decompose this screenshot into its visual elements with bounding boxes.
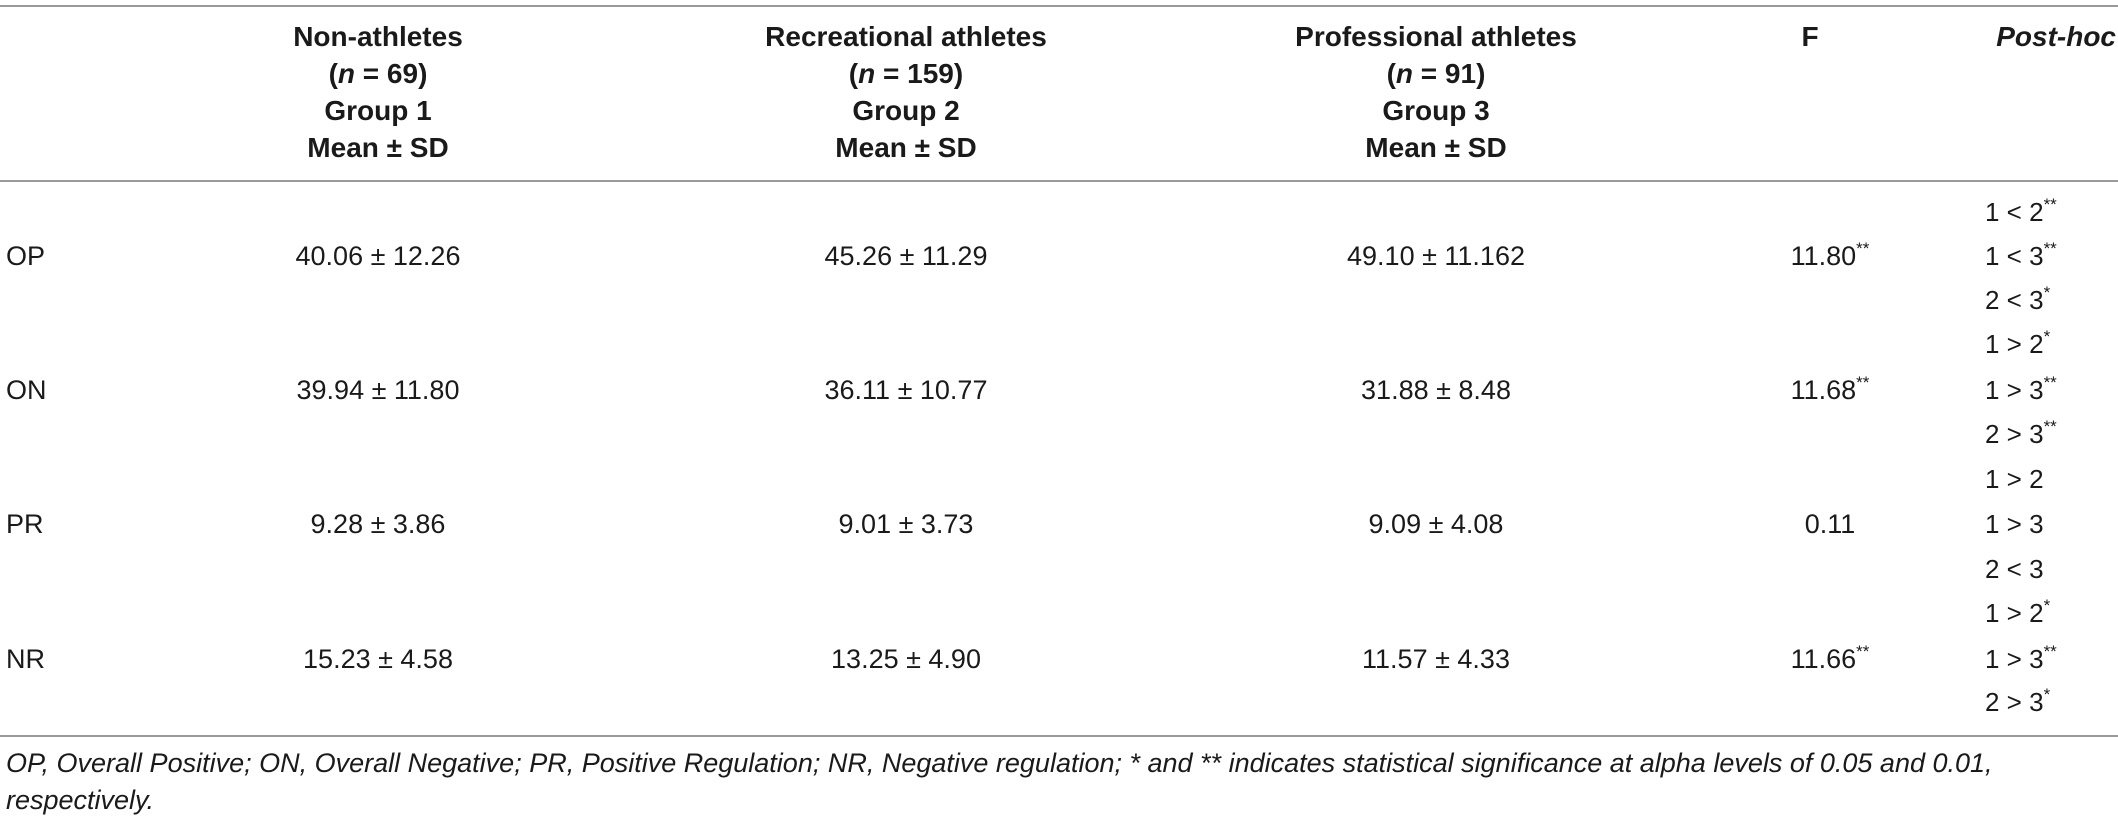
header-group-1-name: Non-athletes xyxy=(293,21,463,52)
header-group-2-name: Recreational athletes xyxy=(765,21,1047,52)
row-on-posthoc-1: 1 > 2* xyxy=(1985,327,2051,359)
header-group-1-stat: Mean ± SD xyxy=(307,132,449,163)
row-op-group-3: 49.10 ± 11.162 xyxy=(1347,241,1525,271)
table-header-rule xyxy=(0,180,2118,182)
row-op-group-2: 45.26 ± 11.29 xyxy=(824,241,988,271)
row-pr-group-2: 9.01 ± 3.73 xyxy=(838,509,974,539)
row-op-group-1: 40.06 ± 12.26 xyxy=(295,241,461,271)
row-nr-f: 11.66** xyxy=(1790,642,1870,674)
row-nr-posthoc-2: 1 > 3** xyxy=(1985,642,2057,674)
row-pr-group-3: 9.09 ± 4.08 xyxy=(1368,509,1504,539)
header-group-2-stat: Mean ± SD xyxy=(835,132,977,163)
row-on-group-3: 31.88 ± 8.48 xyxy=(1361,375,1511,405)
row-pr-posthoc-2: 1 > 3 xyxy=(1985,509,2044,539)
row-pr-posthoc-1: 1 > 2 xyxy=(1985,464,2044,494)
header-group-2-n: (n = 159) xyxy=(848,58,964,89)
row-pr-group-1: 9.28 ± 3.86 xyxy=(310,509,446,539)
row-label-pr: PR xyxy=(6,509,44,539)
header-group-1-label: Group 1 xyxy=(324,95,432,126)
header-group-1: Non-athletes (n = 69) Group 1 Mean ± SD xyxy=(178,18,578,166)
row-op-f: 11.80** xyxy=(1790,239,1870,271)
row-label-op: OP xyxy=(6,241,46,271)
header-group-3: Professional athletes (n = 91) Group 3 M… xyxy=(1236,18,1636,166)
row-nr-group-2: 13.25 ± 4.90 xyxy=(831,644,981,674)
header-group-3-n: (n = 91) xyxy=(1386,58,1486,89)
row-nr-group-3: 11.57 ± 4.33 xyxy=(1362,644,1510,674)
row-on-posthoc-2: 1 > 3** xyxy=(1985,373,2057,405)
row-op-posthoc-3: 2 < 3* xyxy=(1985,283,2051,315)
table-footnote: OP, Overall Positive; ON, Overall Negati… xyxy=(6,748,1993,815)
header-posthoc: Post-hoc xyxy=(1996,21,2116,52)
header-group-2-label: Group 2 xyxy=(852,95,960,126)
header-group-3-name: Professional athletes xyxy=(1295,21,1577,52)
header-f: F xyxy=(1801,21,1819,52)
row-label-on: ON xyxy=(6,375,47,405)
header-group-2: Recreational athletes (n = 159) Group 2 … xyxy=(706,18,1106,166)
row-on-f: 11.68** xyxy=(1790,373,1870,405)
row-on-group-1: 39.94 ± 11.80 xyxy=(296,375,460,405)
row-nr-posthoc-3: 2 > 3* xyxy=(1985,685,2051,717)
row-nr-posthoc-1: 1 > 2* xyxy=(1985,596,2051,628)
row-op-posthoc-1: 1 < 2** xyxy=(1985,195,2057,227)
row-pr-f: 0.11 xyxy=(1804,509,1856,539)
row-op-posthoc-2: 1 < 3** xyxy=(1985,239,2057,271)
table-bottom-rule xyxy=(0,735,2118,737)
header-group-3-label: Group 3 xyxy=(1382,95,1490,126)
row-on-group-2: 36.11 ± 10.77 xyxy=(824,375,988,405)
header-group-3-stat: Mean ± SD xyxy=(1365,132,1507,163)
row-pr-posthoc-3: 2 < 3 xyxy=(1985,554,2044,584)
row-nr-group-1: 15.23 ± 4.58 xyxy=(303,644,453,674)
row-label-nr: NR xyxy=(6,644,45,674)
header-group-1-n: (n = 69) xyxy=(328,58,428,89)
row-on-posthoc-3: 2 > 3** xyxy=(1985,417,2057,449)
table-top-rule xyxy=(0,5,2118,7)
